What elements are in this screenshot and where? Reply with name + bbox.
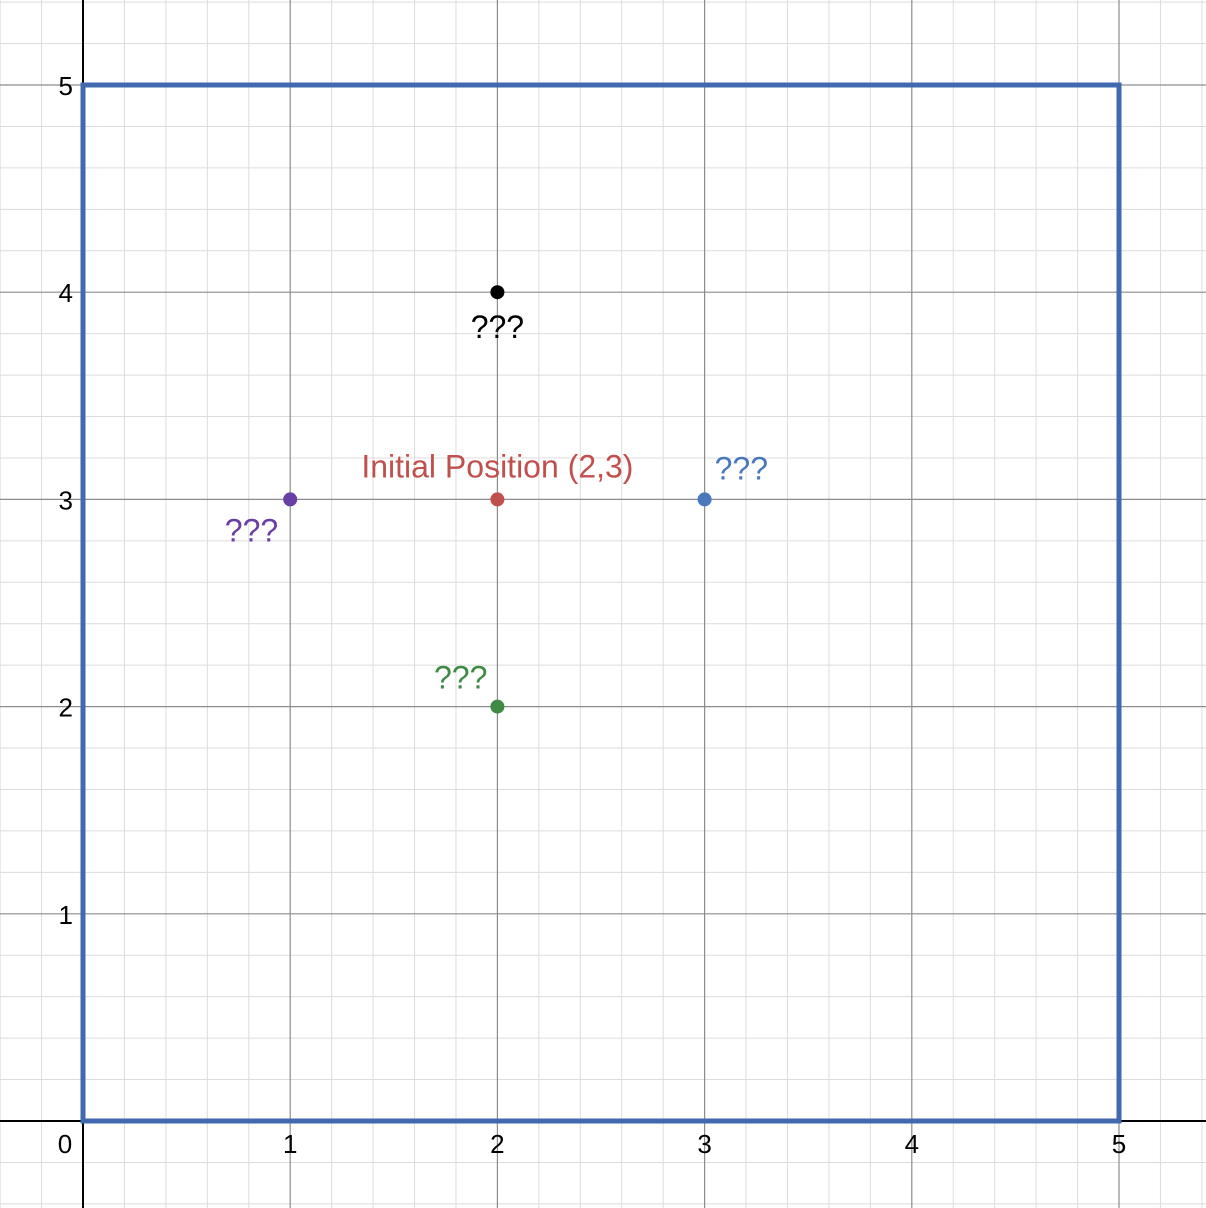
x-tick-label: 3: [697, 1129, 711, 1159]
point-marker: [490, 492, 505, 507]
point-marker: [697, 492, 712, 507]
y-tick-label: 3: [59, 485, 73, 515]
x-tick-label: 1: [283, 1129, 297, 1159]
point-label: ???: [471, 309, 524, 345]
point-label: ???: [715, 450, 768, 486]
points: Initial Position (2,3)????????????: [225, 285, 768, 714]
point-label: ???: [225, 512, 278, 548]
tick-labels: 0 1 2 3 4 5 1 2 3 4 5: [58, 71, 1126, 1159]
x-tick-label: 5: [1112, 1129, 1126, 1159]
point-marker: [283, 492, 298, 507]
point-marker: [490, 285, 505, 300]
y-tick-label: 1: [59, 900, 73, 930]
y-tick-label: 4: [59, 278, 73, 308]
y-tick-label: 2: [59, 693, 73, 723]
boundary-square-outline: [80, 82, 1122, 1124]
point-marker: [490, 699, 505, 714]
y-tick-label: 5: [59, 71, 73, 101]
point-label: Initial Position (2,3): [361, 448, 633, 484]
x-tick-label: 2: [490, 1129, 504, 1159]
x-tick-label: 0: [58, 1129, 72, 1159]
boundary-square: [80, 82, 1122, 1124]
x-tick-label: 4: [905, 1129, 919, 1159]
point-label: ???: [434, 660, 487, 696]
